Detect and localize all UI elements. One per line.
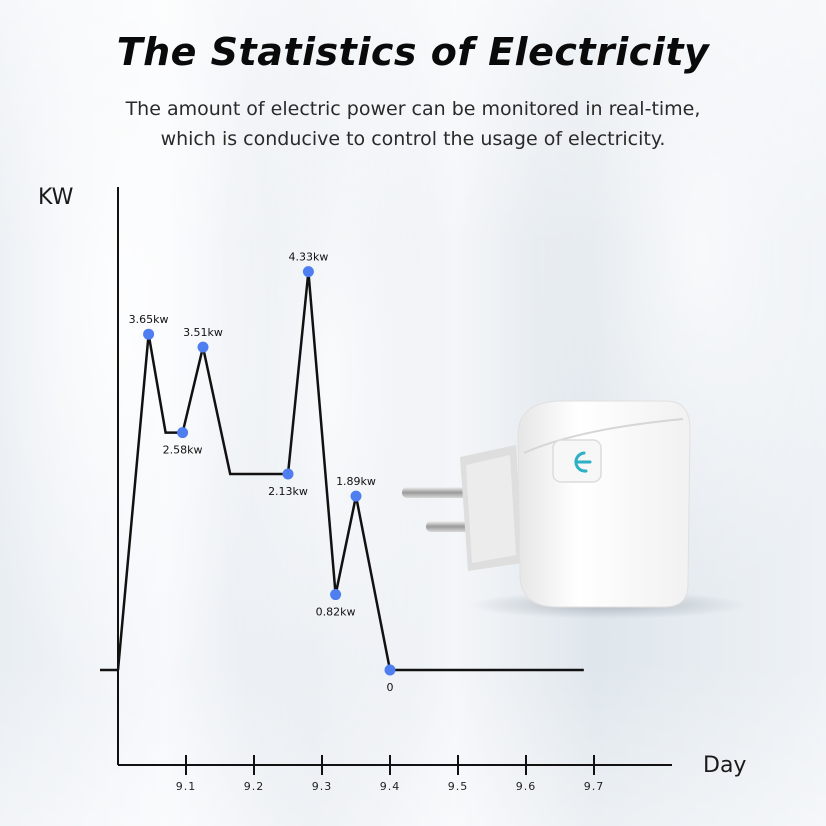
x-tick-label-4: 9.4 [380,780,401,793]
data-label-2: 2.58kw [163,444,203,457]
data-label-8: 0 [387,681,394,694]
y-axis-title: KW [38,185,74,210]
power-icon [574,451,592,473]
page-title: The Statistics of Electricity [116,30,710,74]
data-point-8 [384,664,396,676]
data-label-5: 4.33kw [288,251,328,264]
data-point-6 [330,589,342,601]
x-tick-label-7: 9.7 [584,780,605,793]
data-point-7 [350,490,362,502]
x-tick-label-5: 9.5 [448,780,469,793]
smart-plug-icon [402,400,743,619]
x-tick-label-2: 9.2 [244,780,265,793]
x-tick-label-1: 9.1 [176,780,197,793]
series-line [116,271,584,672]
x-tick-label-3: 9.3 [312,780,333,793]
data-label-4: 2.13kw [268,485,308,498]
data-point-3 [197,341,209,353]
subtitle-line-2: which is conducive to control the usage … [160,128,666,150]
data-label-6: 0.82kw [316,606,356,619]
page-subtitle: The amount of electric power can be moni… [0,94,826,154]
data-point-2 [177,427,189,439]
data-label-7: 1.89kw [336,475,376,488]
data-label-3: 3.51kw [183,326,223,339]
data-point-1 [143,328,155,340]
data-labels: 3.65kw 2.58kw 3.51kw 2.13kw 4.33kw 0.82kw 1.89… [129,251,394,694]
x-ticks: 9.1 9.2 9.3 9.4 9.5 9.6 9.7 [176,755,605,793]
subtitle-line-1: The amount of electric power can be moni… [125,98,701,120]
data-point-5 [302,266,314,278]
data-point-4 [282,468,294,480]
power-series [116,266,584,676]
x-axis-title: Day [703,753,746,778]
data-label-1: 3.65kw [129,313,169,326]
x-tick-label-6: 9.6 [516,780,537,793]
